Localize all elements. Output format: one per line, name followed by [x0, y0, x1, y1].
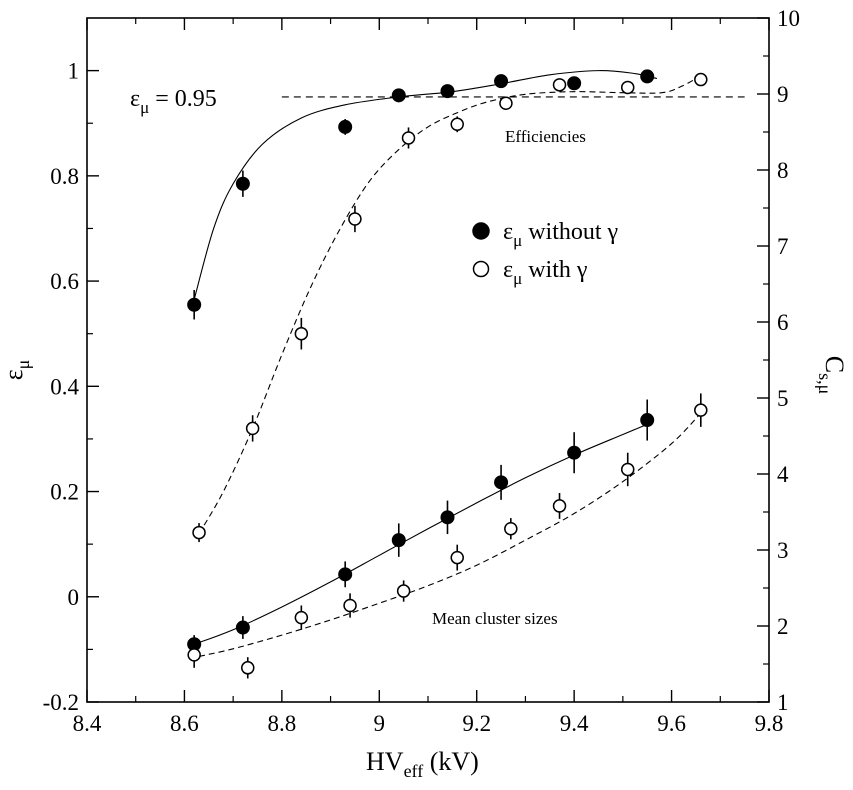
data-point-filled — [338, 119, 353, 134]
y2-tick-label: 2 — [777, 614, 789, 639]
cluster-sizes-annotation: Mean cluster sizes — [432, 609, 558, 628]
data-point-filled — [391, 533, 406, 548]
y2-tick-label: 10 — [777, 6, 800, 31]
fit-curve-cluster_size_without_gamma — [193, 421, 653, 645]
y2-tick-label: 9 — [777, 82, 789, 107]
x-tick-label: 8.4 — [73, 711, 102, 736]
data-point-filled — [440, 84, 455, 99]
data-point-filled — [567, 445, 582, 460]
y-tick-label: 0.2 — [50, 480, 79, 505]
data-point-open — [552, 499, 567, 513]
data-point-open — [192, 525, 206, 540]
data-point-filled — [440, 510, 455, 525]
y2-axis-title: Cs,μ — [815, 356, 849, 395]
x-axis-title: HVeff (kV) — [366, 747, 479, 781]
x-tick-label: 8.6 — [170, 711, 199, 736]
legend-label-without-gamma: εμ without γ — [503, 219, 619, 250]
y-tick-label: -0.2 — [43, 690, 79, 715]
data-point-open — [396, 584, 411, 598]
y2-tick-label: 6 — [777, 310, 789, 335]
fits-layer — [193, 70, 702, 657]
y-tick-label: 0 — [68, 585, 80, 610]
data-point-filled — [235, 620, 250, 635]
legend-marker-open — [472, 260, 490, 278]
x-tick-label: 9.4 — [560, 711, 589, 736]
data-point-filled — [187, 297, 202, 312]
data-point-open — [504, 521, 518, 536]
data-point-open — [348, 212, 362, 226]
plot-frame — [86, 17, 770, 703]
ref-label-prefix: ε — [130, 86, 140, 112]
legend: εμ without γ εμ with γ — [472, 219, 619, 288]
data-point-open — [694, 72, 708, 87]
data-point-filled — [235, 176, 250, 191]
points-layer — [187, 69, 708, 679]
data-point-filled — [494, 475, 509, 490]
data-point-open — [450, 550, 464, 565]
y2-tick-label: 3 — [777, 538, 789, 563]
data-point-filled — [640, 413, 655, 428]
data-point-filled — [338, 567, 353, 582]
efficiencies-annotation: Efficiencies — [505, 127, 586, 146]
fit-curve-efficiency_with_gamma — [198, 75, 702, 534]
data-point-filled — [640, 69, 655, 84]
y2-tick-label: 4 — [777, 462, 789, 487]
data-point-open — [343, 598, 357, 613]
data-point-open — [552, 78, 567, 92]
y-tick-label: 1 — [68, 59, 80, 84]
y-tick-label: 0.6 — [50, 269, 79, 294]
reference-line-label: εμ = 0.95 — [130, 86, 217, 117]
data-point-open — [694, 403, 708, 417]
x-tick-label: 9.8 — [755, 711, 784, 736]
x-tick-label: 8.8 — [267, 711, 296, 736]
ref-label-sub: μ — [140, 98, 149, 117]
x-tick-label: 9.6 — [657, 711, 686, 736]
data-point-filled — [494, 74, 509, 89]
ref-label-text: = 0.95 — [149, 86, 217, 112]
y2-tick-label: 5 — [777, 386, 789, 411]
data-point-open — [620, 462, 635, 477]
y-tick-label: 0.4 — [50, 374, 79, 399]
x-tick-label: 9 — [374, 711, 386, 736]
fit-curve-cluster_size_with_gamma — [198, 412, 702, 657]
data-point-open — [241, 661, 255, 675]
ticks-layer: 8.4 8.6 8.8 9 9.2 9.4 9.6 9.8 -0.2 0 0.2 0.4 0.6 0.8 1… — [43, 6, 800, 736]
data-point-open — [499, 96, 513, 110]
data-point-filled — [391, 88, 406, 103]
legend-label-with-gamma: εμ with γ — [503, 257, 588, 288]
data-point-open — [401, 131, 416, 145]
x-tick-label: 9.2 — [462, 711, 491, 736]
y2-tick-label: 1 — [777, 690, 789, 715]
data-point-filled — [567, 76, 582, 91]
data-point-open — [450, 117, 464, 132]
y2-tick-label: 7 — [777, 234, 789, 259]
data-point-open — [620, 80, 635, 95]
y-tick-label: 0.8 — [50, 164, 79, 189]
y2-tick-label: 8 — [777, 158, 789, 183]
legend-marker-filled — [472, 222, 490, 240]
y-axis-title: εμ — [0, 360, 33, 381]
data-point-open — [245, 421, 260, 436]
data-point-open — [294, 610, 309, 625]
data-point-open — [187, 648, 201, 662]
fit-curve-efficiency_without_gamma — [193, 70, 658, 300]
data-point-open — [294, 326, 309, 341]
